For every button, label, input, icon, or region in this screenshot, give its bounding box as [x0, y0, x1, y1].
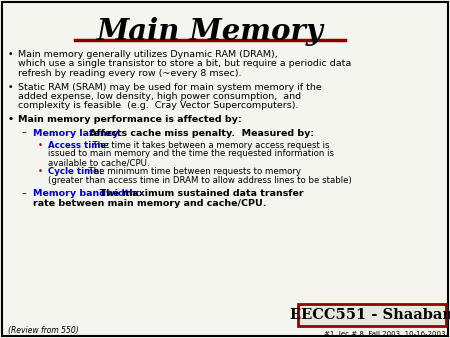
Text: which use a single transistor to store a bit, but require a periodic data: which use a single transistor to store a… [18, 59, 351, 69]
Text: rate between main memory and cache/CPU.: rate between main memory and cache/CPU. [33, 199, 266, 208]
Text: Main Memory: Main Memory [97, 18, 324, 47]
Text: Memory bandwidth:: Memory bandwidth: [33, 190, 140, 198]
FancyBboxPatch shape [298, 304, 446, 326]
Text: Static RAM (SRAM) may be used for main system memory if the: Static RAM (SRAM) may be used for main s… [18, 82, 322, 92]
Text: Cycle time:: Cycle time: [48, 168, 103, 176]
Text: EECC551 - Shaaban: EECC551 - Shaaban [291, 308, 450, 322]
Text: Memory latency:: Memory latency: [33, 128, 122, 138]
Text: The maximum sustained data transfer: The maximum sustained data transfer [93, 190, 304, 198]
Text: •: • [8, 82, 14, 92]
Text: •: • [38, 168, 43, 176]
Text: •: • [8, 115, 14, 124]
Text: added expense, low density, high power consumption,  and: added expense, low density, high power c… [18, 92, 301, 101]
Text: issued to main memory and the time the requested information is: issued to main memory and the time the r… [48, 149, 334, 159]
Text: refresh by reading every row (~every 8 msec).: refresh by reading every row (~every 8 m… [18, 69, 242, 78]
Text: (greater than access time in DRAM to allow address lines to be stable): (greater than access time in DRAM to all… [48, 176, 352, 185]
Text: available to cache/CPU.: available to cache/CPU. [48, 158, 149, 167]
Text: •: • [38, 141, 43, 150]
Text: –: – [22, 128, 27, 138]
Text: •: • [8, 50, 14, 59]
Text: (Review from 550): (Review from 550) [8, 327, 79, 336]
Text: Main memory generally utilizes Dynamic RAM (DRAM),: Main memory generally utilizes Dynamic R… [18, 50, 278, 59]
Text: complexity is feasible  (e.g.  Cray Vector Supercomputers).: complexity is feasible (e.g. Cray Vector… [18, 101, 298, 111]
Text: Access time:: Access time: [48, 141, 110, 150]
Text: –: – [22, 190, 27, 198]
Text: Main memory performance is affected by:: Main memory performance is affected by: [18, 115, 242, 124]
Text: The minimum time between requests to memory: The minimum time between requests to mem… [83, 168, 302, 176]
Text: #1  lec # 8  Fall 2003  10-16-2003: #1 lec # 8 Fall 2003 10-16-2003 [324, 331, 445, 337]
Text: The time it takes between a memory access request is: The time it takes between a memory acces… [87, 141, 329, 150]
Text: Affects cache miss penalty.  Measured by:: Affects cache miss penalty. Measured by: [86, 128, 314, 138]
